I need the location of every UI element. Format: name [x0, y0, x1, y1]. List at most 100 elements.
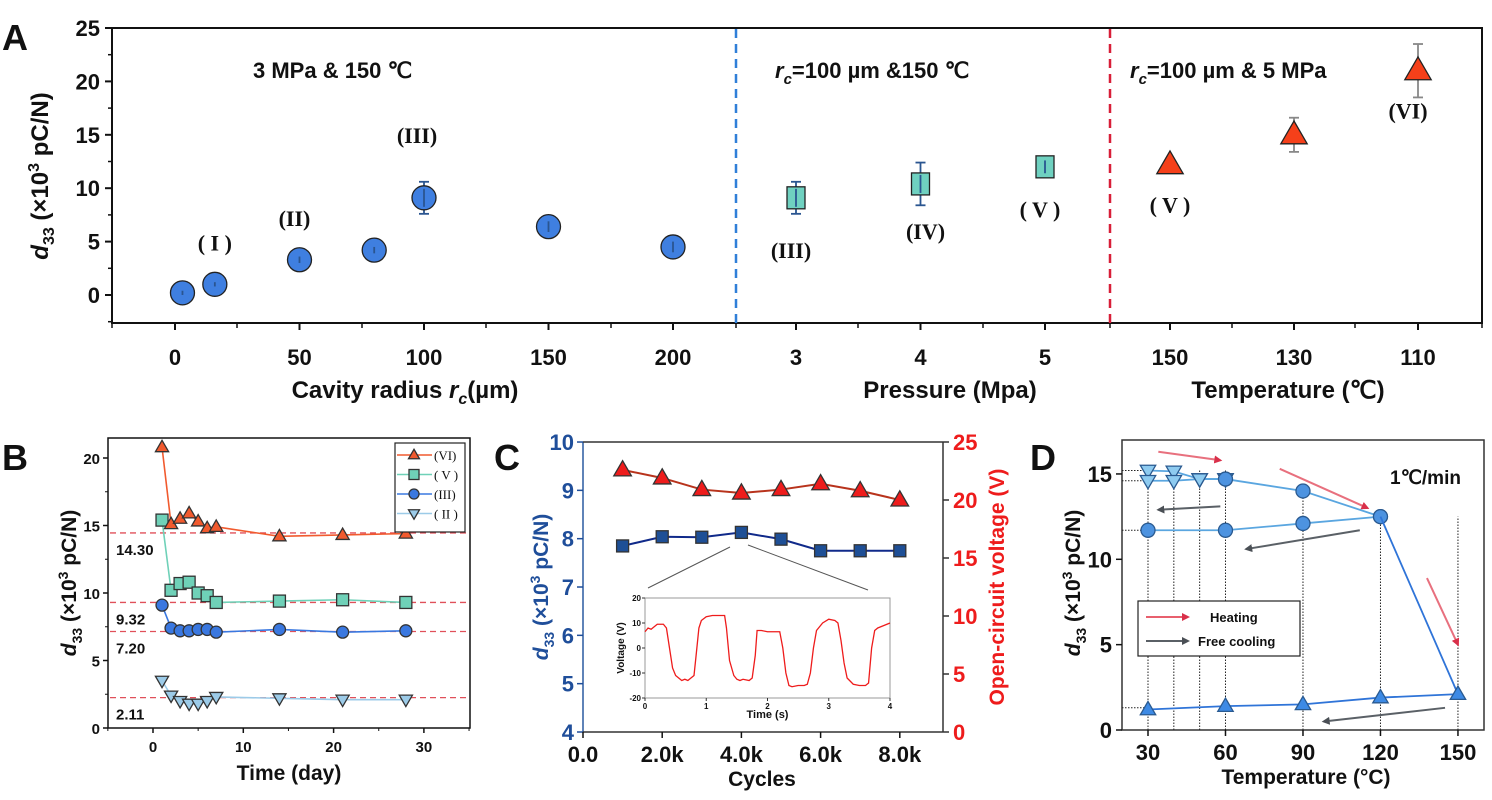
inset-x-tick-label: 0	[643, 702, 648, 711]
x-tick-label: 30	[416, 739, 433, 756]
marker-triangle	[1403, 55, 1433, 81]
data-point	[271, 693, 288, 707]
series-vi	[154, 439, 414, 542]
legend-box	[394, 442, 466, 533]
data-point	[272, 622, 287, 637]
data-point	[1139, 700, 1157, 716]
panel-a-y-axis-label: d33 (×103 pC/N)	[26, 92, 58, 259]
inset-y-tick-label: 10	[632, 619, 641, 628]
heating-arrow	[1426, 577, 1460, 647]
panel-c-series	[612, 459, 910, 558]
y-tick-label: 10	[83, 586, 100, 603]
data-point	[1165, 465, 1183, 481]
data-point	[1190, 473, 1209, 489]
data-point	[910, 161, 931, 207]
panel-b-series	[154, 439, 414, 712]
x-label-unit: (µm)	[467, 377, 518, 404]
data-point	[612, 459, 633, 477]
right-y-tick-label: 25	[953, 430, 977, 455]
legend-label: Free cooling	[1198, 634, 1275, 649]
legend-label: ( II )	[434, 507, 458, 522]
legend-item: (III)	[397, 487, 456, 502]
condition-text: =100 µm &150 ℃	[792, 58, 969, 83]
legend-marker	[407, 447, 421, 460]
condition-var: r	[775, 58, 785, 83]
data-point	[1449, 684, 1467, 701]
x-tick-label: 6.0k	[799, 742, 843, 767]
x-tick-label: 50	[287, 345, 311, 370]
panel-a-dividers	[734, 29, 1112, 323]
heating-arrow	[1158, 450, 1223, 464]
x-tick-label: 3	[790, 345, 802, 370]
left-y-tick-label: 8	[562, 527, 574, 552]
condition-temperature: rc=100 µm & 5 MPa	[1130, 58, 1327, 88]
data-point	[810, 473, 831, 491]
legend-label: (VI)	[434, 448, 456, 463]
data-point	[1165, 474, 1183, 491]
series-voltage	[612, 459, 910, 507]
panel-b-plot-frame	[107, 437, 471, 729]
panel-c-left-axis-label: d33 (×103 pC/N)	[527, 514, 557, 660]
inset-y-tick-label: 20	[632, 594, 641, 603]
legend-marker	[407, 509, 421, 521]
y-label-var: d	[1062, 642, 1085, 656]
panel-a-y-axis: 0 5 10 15 20 25	[76, 16, 112, 323]
condition-text: =100 µm & 5 MPa	[1147, 58, 1327, 83]
sample-label: (III)	[771, 238, 811, 263]
y-label-text: (×10	[1062, 579, 1085, 627]
panel-d-x-axis-label: Temperature (°C)	[1221, 766, 1390, 789]
data-point	[786, 180, 806, 215]
data-point	[411, 180, 437, 215]
series-iii	[155, 598, 413, 639]
y-tick-label: 15	[83, 519, 100, 536]
y-label-text: (×10	[58, 579, 81, 627]
data-point	[889, 489, 910, 507]
data-point	[660, 234, 686, 260]
inset-frame	[644, 597, 891, 699]
condition-cavity: 3 MPa & 150 ℃	[253, 58, 412, 83]
x-tick-label: 200	[655, 345, 692, 370]
y-label-sup: 3	[1059, 571, 1075, 579]
x-tick-label: 100	[406, 345, 443, 370]
reference-value-label: 9.32	[116, 611, 145, 628]
left-y-tick-label: 7	[562, 575, 574, 600]
legend-item: (VI)	[397, 447, 456, 463]
x-tick-label: 0	[169, 345, 181, 370]
x-label-sub: c	[458, 391, 467, 408]
data-point	[155, 598, 169, 612]
legend-item: Free cooling	[1146, 634, 1275, 649]
y-label-sup: 3	[527, 575, 543, 583]
y-label-var: d	[58, 642, 81, 656]
data-point	[182, 575, 196, 589]
x-tick-label: 4.0k	[720, 742, 764, 767]
legend-label: Heating	[1210, 610, 1258, 625]
y-label-sup: 3	[55, 571, 71, 579]
series-segment	[1139, 473, 1235, 491]
inset-x-axis-label: Time (s)	[747, 709, 789, 721]
legend-label: (III)	[434, 487, 456, 502]
reference-value-label: 2.11	[116, 707, 144, 724]
left-y-tick-label: 5	[562, 672, 574, 697]
sample-label: (III)	[397, 123, 437, 148]
y-tick-label: 5	[92, 654, 100, 671]
data-point	[1139, 474, 1157, 491]
sample-label: (VI)	[1388, 99, 1427, 124]
data-point	[209, 625, 223, 639]
data-point	[199, 695, 215, 710]
heating-arrow	[1279, 467, 1370, 510]
data-point	[1140, 522, 1156, 538]
x-tick-label: 150	[1440, 740, 1477, 765]
zoom-connector	[747, 544, 869, 591]
panel-d-y-axis-label: d33 (×103 pC/N)	[1059, 510, 1089, 656]
y-tick-label: 10	[1088, 547, 1112, 572]
panel-b-legend: (VI) ( V ) (III) ( II )	[394, 442, 466, 533]
panel-a-sample-labels: ( I ) (II) (III) (III) (IV) ( V ) ( V ) (VI)	[198, 99, 1428, 263]
y-label-unit: pC/N)	[27, 92, 54, 163]
data-point	[190, 698, 206, 712]
panel-a-x-axis: 0 50 100 150 200 3 4 5 150 130 110	[111, 323, 1483, 370]
right-y-tick-label: 0	[953, 720, 965, 745]
legend-item: ( V )	[397, 468, 458, 483]
condition-sub: c	[1139, 71, 1148, 88]
sample-label: ( V )	[1150, 193, 1191, 218]
